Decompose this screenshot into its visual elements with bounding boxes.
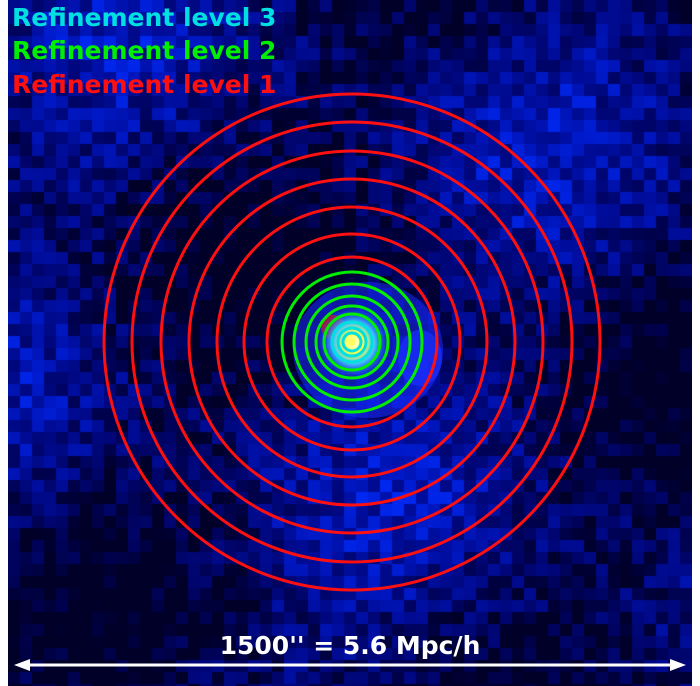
level-1-ring-6: [242, 232, 462, 452]
level-3-ring-2: [336, 326, 368, 358]
level-1-ring-1: [102, 92, 602, 592]
refinement-level-3-rings: [330, 320, 374, 364]
scale-bar-label: 1500'' = 5.6 Mpc/h: [219, 631, 481, 660]
sky-map-image: Refinement level 3 Refinement level 2 Re…: [8, 0, 692, 686]
level-1-ring-2: [130, 120, 574, 564]
level-3-ring-3: [341, 331, 363, 353]
refinement-level-2-rings: [280, 270, 424, 414]
refinement-level-1-rings: [102, 92, 602, 592]
legend-refinement-level-1: Refinement level 1: [12, 70, 277, 99]
level-2-ring-3: [304, 294, 400, 390]
scale-bar-arrow: [14, 659, 686, 671]
level-1-ring-3: [159, 149, 545, 535]
refinement-rings: [14, 92, 686, 671]
level-3-ring-1: [330, 320, 374, 364]
level-2-ring-5: [322, 312, 382, 372]
level-2-ring-4: [314, 304, 390, 380]
level-2-ring-1: [280, 270, 424, 414]
legend-refinement-level-2: Refinement level 2: [12, 36, 277, 65]
level-1-ring-4: [187, 177, 517, 507]
level-2-ring-2: [292, 282, 412, 402]
level-1-ring-7: [265, 255, 439, 429]
cluster-center-dot: [348, 338, 356, 346]
level-1-ring-5: [215, 205, 489, 479]
legend-refinement-level-3: Refinement level 3: [12, 3, 277, 32]
